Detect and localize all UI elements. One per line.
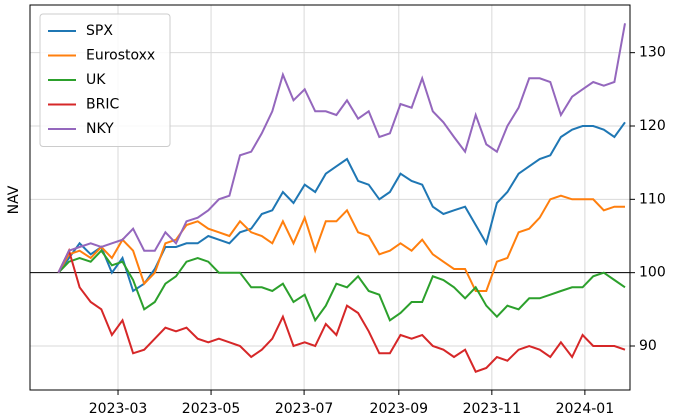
legend-label: UK bbox=[86, 72, 106, 88]
legend-label: SPX bbox=[86, 23, 113, 39]
legend-label: BRIC bbox=[86, 97, 119, 113]
x-tick-label: 2024-01 bbox=[556, 401, 615, 417]
y-tick-label: 100 bbox=[639, 265, 666, 281]
legend-box bbox=[39, 13, 171, 147]
x-tick-label: 2023-05 bbox=[182, 401, 241, 417]
series-line bbox=[57, 194, 625, 292]
legend-label: Eurostoxx bbox=[86, 48, 155, 64]
legend: SPX Eurostoxx UK BRIC NKY bbox=[39, 13, 171, 147]
x-tick-label: 2023-11 bbox=[463, 401, 522, 417]
y-tick-label: 90 bbox=[639, 338, 657, 354]
y-axis-label: NAV bbox=[6, 185, 22, 214]
x-tick-label: 2023-09 bbox=[370, 401, 429, 417]
y-tick-label: 130 bbox=[639, 45, 666, 61]
series-line bbox=[57, 121, 626, 293]
y-tick-label: 120 bbox=[639, 118, 666, 134]
x-tick-label: 2023-03 bbox=[89, 401, 148, 417]
x-tick-label: 2023-07 bbox=[275, 401, 334, 417]
y-tick-label: 110 bbox=[639, 191, 666, 207]
series-line bbox=[57, 247, 626, 373]
series-line bbox=[57, 23, 626, 274]
series-line bbox=[57, 249, 626, 323]
legend-label: NKY bbox=[86, 121, 114, 137]
plot-frame bbox=[29, 4, 631, 391]
